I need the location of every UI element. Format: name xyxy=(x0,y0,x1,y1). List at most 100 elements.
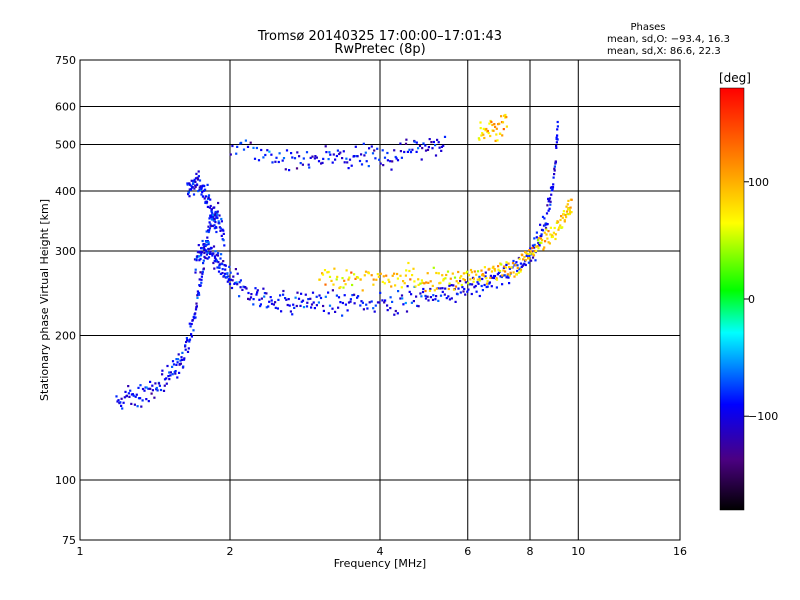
data-point xyxy=(450,284,453,287)
data-point xyxy=(446,270,450,273)
data-point xyxy=(505,116,508,119)
data-point xyxy=(381,299,384,302)
data-point xyxy=(179,362,182,365)
data-point xyxy=(206,183,209,186)
data-point xyxy=(211,224,215,227)
data-point xyxy=(268,300,271,303)
data-point xyxy=(556,134,559,137)
data-point xyxy=(420,279,423,282)
data-point xyxy=(149,380,152,383)
data-point xyxy=(331,289,334,292)
data-point xyxy=(143,389,146,392)
data-point xyxy=(539,223,542,226)
data-point xyxy=(376,301,380,304)
data-point xyxy=(206,251,209,254)
data-point xyxy=(350,164,353,167)
data-point xyxy=(278,152,281,155)
data-point xyxy=(551,235,554,238)
data-point xyxy=(230,286,234,290)
data-point xyxy=(416,304,419,307)
data-point xyxy=(312,301,315,304)
data-point xyxy=(349,300,352,303)
data-point xyxy=(205,253,209,256)
data-point xyxy=(408,148,411,151)
data-point xyxy=(213,219,216,222)
data-point xyxy=(147,387,150,390)
data-point xyxy=(447,295,450,298)
data-point xyxy=(204,195,208,198)
data-point xyxy=(209,252,212,255)
data-point xyxy=(503,114,506,117)
data-point xyxy=(241,288,244,291)
data-point xyxy=(454,285,458,288)
data-point xyxy=(216,210,219,213)
data-point xyxy=(219,229,222,232)
data-point xyxy=(493,269,497,272)
data-point xyxy=(274,160,277,163)
data-point xyxy=(547,209,550,212)
data-point xyxy=(339,151,342,154)
data-point xyxy=(502,128,505,131)
data-point xyxy=(476,270,480,273)
data-point xyxy=(202,267,205,270)
data-point xyxy=(506,273,509,276)
data-point xyxy=(208,229,211,232)
data-point xyxy=(317,160,321,163)
data-point xyxy=(265,306,268,309)
data-point xyxy=(201,250,204,253)
data-point xyxy=(403,282,406,285)
data-point xyxy=(296,291,299,294)
data-point xyxy=(520,265,523,268)
data-point xyxy=(212,245,216,248)
data-point xyxy=(553,226,556,230)
data-point xyxy=(383,282,386,285)
data-point xyxy=(299,304,302,307)
data-point xyxy=(209,223,212,226)
data-point xyxy=(336,275,339,278)
data-point xyxy=(324,145,327,148)
data-point xyxy=(363,274,366,277)
data-point xyxy=(533,237,536,240)
data-point xyxy=(171,360,175,363)
y-tick-label: 300 xyxy=(55,245,76,258)
data-point xyxy=(353,155,356,158)
data-point xyxy=(259,305,262,308)
data-point xyxy=(274,301,277,304)
data-point xyxy=(553,165,556,168)
data-point xyxy=(368,147,371,150)
data-point xyxy=(388,280,391,283)
data-point xyxy=(218,263,221,266)
data-point xyxy=(456,293,459,296)
data-point xyxy=(357,295,360,298)
data-point xyxy=(222,229,225,232)
data-point xyxy=(462,278,465,281)
data-point xyxy=(161,373,164,376)
data-point xyxy=(534,259,537,262)
data-point xyxy=(222,239,225,242)
data-point xyxy=(505,261,508,264)
data-point xyxy=(327,270,330,274)
data-point xyxy=(365,160,368,163)
data-point xyxy=(198,179,202,182)
data-point xyxy=(334,158,337,161)
data-point xyxy=(478,277,481,280)
data-point xyxy=(259,303,262,306)
data-point xyxy=(201,272,204,275)
data-point xyxy=(497,268,500,271)
plot-frame xyxy=(79,59,681,541)
data-point xyxy=(200,278,203,281)
data-point xyxy=(402,303,405,306)
data-point xyxy=(384,299,387,302)
data-point xyxy=(342,286,345,289)
data-point xyxy=(394,309,397,313)
data-point xyxy=(499,270,502,273)
data-point xyxy=(413,140,416,143)
data-point xyxy=(206,205,209,208)
data-point xyxy=(213,256,217,259)
data-point xyxy=(562,213,565,216)
data-point xyxy=(508,274,511,277)
data-point xyxy=(255,293,258,296)
y-tick-label: 400 xyxy=(55,185,76,198)
data-point xyxy=(284,297,287,300)
data-point xyxy=(486,129,489,133)
